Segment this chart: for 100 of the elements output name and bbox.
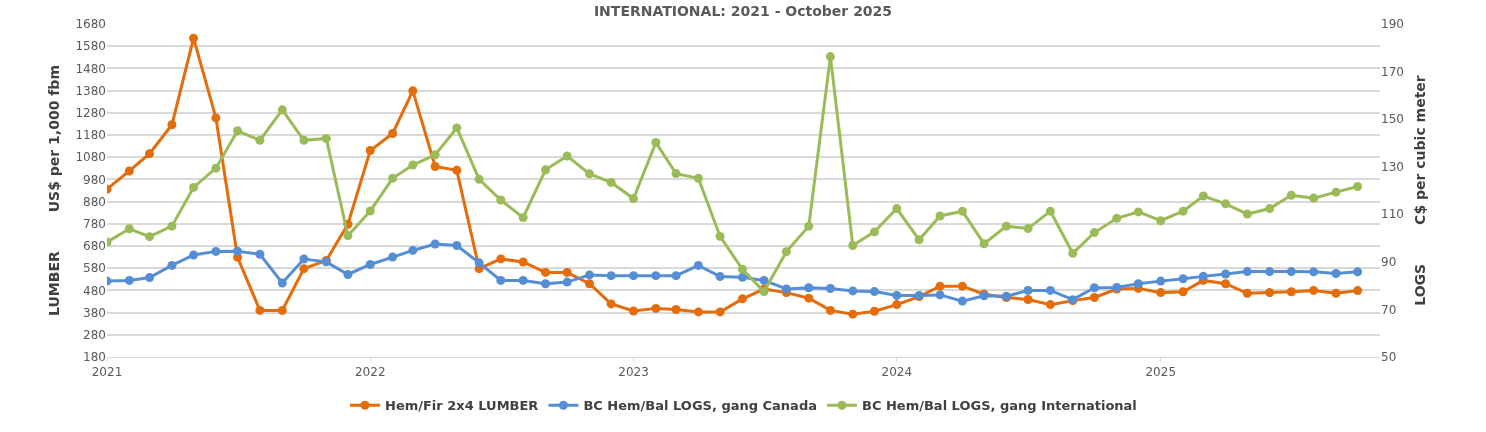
point [255,249,265,259]
point [1331,187,1341,197]
y2-tick-label: 50 [1381,350,1397,365]
y-tick-label: 1280 [75,106,106,120]
point [1023,224,1033,234]
point [562,151,572,161]
y-tick-label: 280 [83,328,106,342]
point [629,271,639,281]
point [1309,193,1319,203]
point [848,309,858,319]
point [211,163,221,173]
point [388,128,398,138]
point [1331,288,1341,298]
y-tick-label: 680 [83,239,106,254]
y-tick-label: 1380 [75,83,106,98]
point [671,271,681,281]
point [167,260,177,270]
y-tick-label: 480 [83,283,106,298]
point [430,239,440,249]
point [343,231,353,241]
point [255,135,265,145]
point [277,278,287,288]
point [145,232,155,242]
point [957,296,967,306]
point [541,165,551,175]
point [585,270,595,280]
point [1156,288,1166,298]
point [1198,191,1208,201]
point [124,224,134,234]
point [935,290,945,300]
y-tick-label: 1080 [75,150,106,165]
point [518,275,528,285]
point [1023,295,1033,304]
point [1089,293,1099,302]
point [629,194,639,204]
point [892,300,902,310]
point [1353,286,1363,296]
y2-tick-label: 150 [1381,112,1404,127]
point [1309,285,1319,295]
point [299,264,309,274]
point [606,271,616,281]
point [651,137,661,147]
point [606,299,616,309]
point [541,267,551,277]
point [365,259,375,269]
point [1286,287,1296,297]
point [343,269,353,279]
legend-label: BC Hem/Bal LOGS, gang Canada [583,398,817,414]
x-tick-label: 2023 [618,365,649,380]
point [848,240,858,250]
point [892,204,902,214]
point [277,305,287,315]
point [365,206,375,216]
y2-tick-label: 110 [1381,207,1404,222]
y-tick-label: 1580 [75,39,106,54]
point [518,213,528,223]
point [737,264,747,274]
point [1198,271,1208,281]
point [1286,267,1296,277]
point [408,160,418,170]
y-tick-label: 1480 [75,61,106,76]
chart-title: INTERNATIONAL: 2021 - October 2025 [593,3,893,20]
point [562,267,572,277]
point [671,169,681,179]
point [496,195,506,205]
point [1242,267,1252,277]
point [299,254,309,264]
point [562,277,572,287]
y2-tick-label: 190 [1381,17,1404,32]
point [715,272,725,282]
point [869,287,879,297]
point [957,206,967,216]
point [979,239,989,249]
point [189,182,199,192]
point [1112,213,1122,223]
point [124,166,134,176]
point [1178,287,1188,297]
point [848,286,858,296]
point [518,257,528,267]
point [804,283,814,293]
point [869,227,879,237]
point [1023,285,1033,295]
y-axis-title: LUMBER US$ per 1,000 fbm [46,65,63,316]
point [233,126,243,136]
point [167,120,177,130]
point [167,221,177,231]
point [1242,288,1252,298]
point [1001,221,1011,231]
point [211,246,221,256]
y2-tick-label: 170 [1381,64,1404,79]
x-tick-label: 2022 [354,365,386,380]
point [1221,199,1231,209]
point [233,246,243,256]
point [1353,181,1363,191]
y2-tick-label: 70 [1381,302,1397,317]
point [1156,276,1166,286]
point [1242,209,1252,219]
point [1089,283,1099,293]
point [1353,267,1363,277]
y-tick-label: 1680 [75,17,106,32]
